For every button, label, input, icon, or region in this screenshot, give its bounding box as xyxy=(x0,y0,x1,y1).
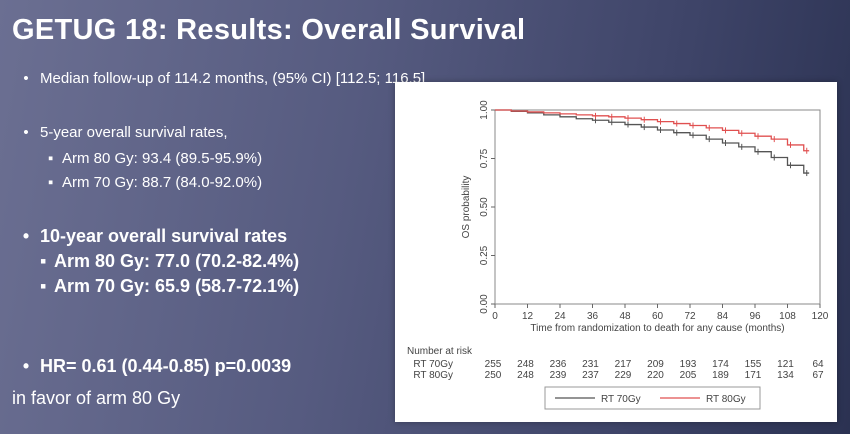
x-tick-label: 120 xyxy=(812,311,829,322)
risk-value: 205 xyxy=(680,370,697,381)
legend-box xyxy=(544,386,761,410)
followup-text: Median follow-up of 114.2 months, (95% C… xyxy=(12,70,425,87)
y-axis-label: OS probability xyxy=(461,176,472,239)
y-tick-label: 1.00 xyxy=(479,100,490,120)
x-tick-label: 36 xyxy=(587,311,599,322)
five-year-arm80: Arm 80 Gy: 93.4 (89.5-95.9%) xyxy=(48,150,262,167)
x-tick-label: 72 xyxy=(684,311,696,322)
series-line-0 xyxy=(495,109,810,174)
risk-value: 171 xyxy=(745,370,762,381)
x-axis-label: Time from randomization to death for any… xyxy=(530,323,784,334)
five-year-heading-label: 5-year overall survival rates, xyxy=(40,124,228,141)
risk-value: 236 xyxy=(550,359,567,370)
x-tick-label: 84 xyxy=(717,311,729,322)
y-tick-label: 0.25 xyxy=(479,245,490,265)
five-year-arm70: Arm 70 Gy: 88.7 (84.0-92.0%) xyxy=(48,174,262,191)
risk-value: 248 xyxy=(517,359,534,370)
risk-value: 248 xyxy=(517,370,534,381)
km-chart-panel: 0.00 0.25 0.50 0.75 1.00 OS probability 0 12 24 3… xyxy=(395,82,837,422)
risk-value: 231 xyxy=(582,359,599,370)
y-tick-label: 0.50 xyxy=(479,197,490,217)
y-tick-label: 0.75 xyxy=(479,148,490,168)
favor-text: in favor of arm 80 Gy xyxy=(12,388,181,408)
x-tick-label: 108 xyxy=(779,311,796,322)
x-tick-label: 24 xyxy=(554,311,566,322)
ten-year-arm70-label: Arm 70 Gy: 65.9 (58.7-72.1%) xyxy=(54,276,300,296)
risk-table-header: Number at risk xyxy=(407,346,473,357)
ten-year-heading-label: 10-year overall survival rates xyxy=(40,226,288,246)
ten-year-arm80: Arm 80 Gy: 77.0 (70.2-82.4%) xyxy=(40,251,299,272)
legend-label: RT 80Gy xyxy=(706,394,746,405)
risk-value: 189 xyxy=(712,370,729,381)
risk-value: 229 xyxy=(615,370,632,381)
risk-value: 64 xyxy=(812,359,824,370)
risk-value: 220 xyxy=(647,370,664,381)
x-tick-label: 48 xyxy=(619,311,631,322)
x-tick-label: 96 xyxy=(749,311,761,322)
ten-year-arm80-label: Arm 80 Gy: 77.0 (70.2-82.4%) xyxy=(54,251,300,271)
five-year-heading: 5-year overall survival rates, xyxy=(12,124,228,141)
x-tick-label: 12 xyxy=(522,311,534,322)
ten-year-arm70: Arm 70 Gy: 65.9 (58.7-72.1%) xyxy=(40,276,299,297)
risk-row-label: RT 70Gy xyxy=(413,359,453,370)
risk-value: 250 xyxy=(485,370,502,381)
km-chart: 0.00 0.25 0.50 0.75 1.00 OS probability 0 12 24 3… xyxy=(407,100,829,410)
followup-label: Median follow-up of 114.2 months, (95% C… xyxy=(40,70,426,87)
risk-value: 67 xyxy=(812,370,824,381)
five-year-arm70-label: Arm 70 Gy: 88.7 (84.0-92.0%) xyxy=(62,174,263,191)
risk-value: 155 xyxy=(745,359,762,370)
risk-value: 239 xyxy=(550,370,567,381)
hazard-ratio-label: HR= 0.61 (0.44-0.85) p=0.0039 xyxy=(40,356,292,376)
x-tick-label: 60 xyxy=(652,311,664,322)
risk-row-label: RT 80Gy xyxy=(413,370,453,381)
risk-value: 237 xyxy=(582,370,599,381)
legend-label: RT 70Gy xyxy=(601,394,641,405)
risk-value: 193 xyxy=(680,359,697,370)
y-tick-label: 0.00 xyxy=(479,294,490,314)
five-year-arm80-label: Arm 80 Gy: 93.4 (89.5-95.9%) xyxy=(62,150,263,167)
risk-value: 255 xyxy=(485,359,502,370)
risk-value: 217 xyxy=(615,359,632,370)
risk-value: 134 xyxy=(777,370,794,381)
risk-value: 121 xyxy=(777,359,794,370)
risk-value: 174 xyxy=(712,359,729,370)
risk-value: 209 xyxy=(647,359,664,370)
series-line-1 xyxy=(495,109,810,152)
hazard-ratio: HR= 0.61 (0.44-0.85) p=0.0039 xyxy=(12,356,291,377)
x-tick-label: 0 xyxy=(492,311,498,322)
slide-title: GETUG 18: Results: Overall Survival xyxy=(12,14,526,46)
ten-year-heading: 10-year overall survival rates xyxy=(12,226,287,247)
